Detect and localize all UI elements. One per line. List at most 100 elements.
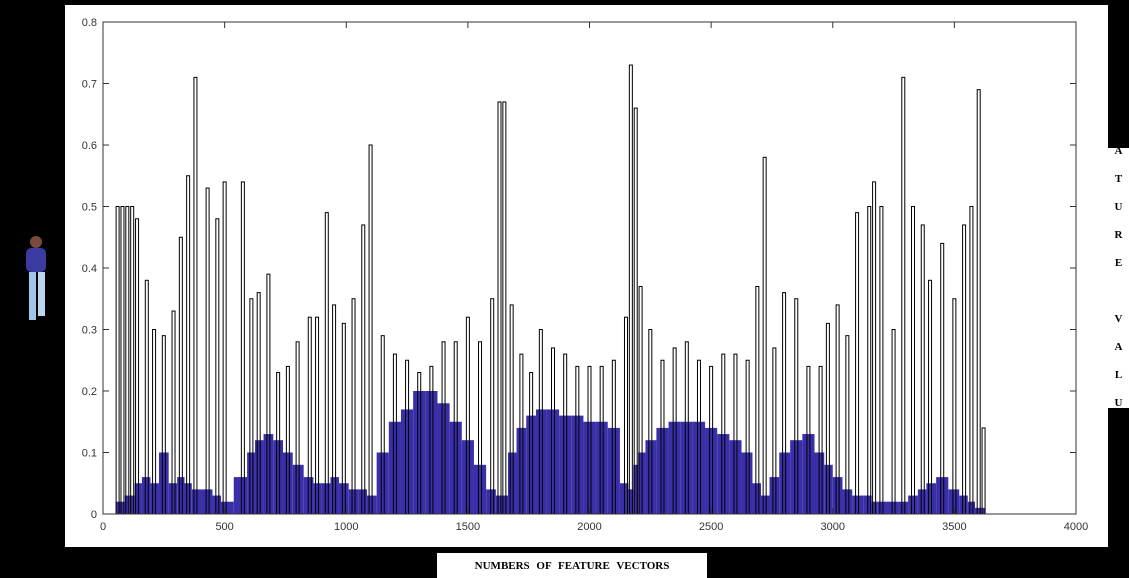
bar [330, 477, 339, 514]
bar [917, 489, 927, 514]
bar [842, 489, 853, 514]
x-tick-label: 500 [215, 521, 233, 533]
bar [790, 440, 803, 514]
bar [425, 391, 438, 514]
bar [871, 501, 878, 514]
x-tick-label: 3000 [821, 521, 845, 533]
y-tick-label: 0.2 [82, 386, 97, 398]
bar [184, 483, 192, 514]
bar [313, 483, 322, 514]
bar [705, 427, 718, 514]
bar [376, 452, 389, 514]
bar [729, 440, 742, 514]
bar [177, 477, 185, 514]
bar [129, 495, 135, 514]
bar [546, 409, 560, 514]
bar [583, 421, 596, 514]
bar [633, 464, 639, 514]
bar [832, 477, 843, 514]
bar [852, 495, 864, 514]
x-tick-label: 1000 [334, 521, 358, 533]
x-tick-label: 4000 [1064, 521, 1088, 533]
bar [975, 507, 982, 514]
y-tick-label: 0.5 [82, 202, 97, 214]
bar [752, 483, 761, 514]
bar [263, 434, 274, 514]
bar [292, 464, 304, 514]
bar [501, 495, 509, 514]
bar [388, 421, 401, 514]
y-tick-label: 0.3 [82, 325, 97, 337]
bar [802, 434, 815, 514]
bar [959, 495, 968, 514]
bar [535, 409, 547, 514]
x-tick-label: 2500 [699, 521, 723, 533]
bar [824, 464, 833, 514]
bar [400, 409, 414, 514]
bar [526, 415, 536, 514]
bar [607, 427, 620, 514]
bar [321, 483, 331, 514]
bar [273, 440, 284, 514]
y-axis-label: F E A T U R E V A L U E S [1108, 89, 1129, 467]
bar [461, 440, 474, 514]
bar [437, 403, 450, 514]
y-tick-label: 0.8 [82, 17, 97, 29]
bar [741, 452, 753, 514]
bar [283, 452, 293, 514]
bar [516, 427, 527, 514]
bar [150, 483, 159, 514]
x-tick-label: 3500 [942, 521, 966, 533]
bar [668, 421, 681, 514]
bar [233, 477, 248, 514]
x-axis-label: NUMBERS OF FEATURE VECTORS [437, 553, 707, 578]
bar [495, 495, 502, 514]
bar [887, 501, 899, 514]
bar [628, 489, 634, 514]
bar [201, 489, 213, 514]
y-tick-label: 0.7 [82, 79, 97, 91]
bar [692, 421, 706, 514]
bar [348, 489, 359, 514]
bar [680, 421, 693, 514]
bar [571, 415, 584, 514]
bar [779, 452, 791, 514]
bar [141, 477, 151, 514]
bar [413, 391, 426, 514]
bar [898, 501, 909, 514]
x-tick-label: 1500 [456, 521, 480, 533]
bar [967, 501, 976, 514]
bar [473, 464, 487, 514]
bar [948, 489, 960, 514]
bar [124, 495, 130, 514]
bar [981, 507, 986, 514]
person-figure [26, 236, 46, 320]
y-tick-label: 0.1 [82, 448, 97, 460]
bar [908, 495, 918, 514]
bar [449, 421, 462, 514]
bar [212, 495, 221, 514]
bar [645, 440, 657, 514]
bar [168, 483, 178, 514]
bar [247, 452, 256, 514]
bar [717, 434, 730, 514]
bar [158, 452, 169, 514]
bar [760, 495, 770, 514]
bar [656, 427, 669, 514]
bar [936, 477, 949, 514]
y-tick-label: 0.6 [82, 140, 97, 152]
bar [115, 501, 121, 514]
x-tick-label: 0 [100, 521, 106, 533]
bar [120, 501, 125, 514]
bar [769, 477, 780, 514]
bar [358, 489, 367, 514]
bar [255, 440, 264, 514]
y-tick-label: 0.4 [82, 263, 97, 275]
bar [595, 421, 608, 514]
chart: 0 0.1 0.2 0.3 0.4 0.5 0.6 0.7 0.8 0 500 1000 1500 200… [65, 5, 1108, 547]
bar [559, 415, 572, 514]
bar [508, 452, 517, 514]
bar [338, 483, 349, 514]
y-tick-label: 0 [91, 509, 97, 521]
